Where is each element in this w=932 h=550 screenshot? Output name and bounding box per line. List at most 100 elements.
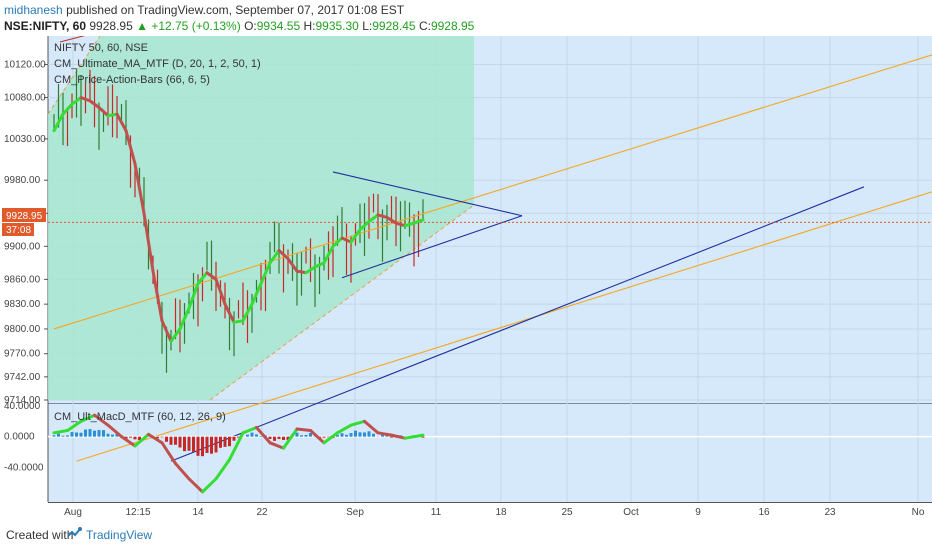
- publish-line: midhanesh published on TradingView.com, …: [4, 3, 404, 17]
- ma-segment: [142, 211, 155, 273]
- ma-segment: [259, 261, 272, 285]
- time-tick-label: 25: [561, 507, 573, 518]
- macd-histogram-bar: [322, 436, 326, 438]
- top-left-marker: [59, 36, 85, 43]
- macd-histogram-bar: [340, 433, 344, 437]
- price-tick-label: 10080.00: [4, 93, 46, 104]
- ma-segment: [160, 319, 173, 343]
- ma-segment: [232, 319, 245, 324]
- price-tick-label: 9800.00: [4, 324, 41, 335]
- tradingview-brand-link[interactable]: TradingView: [86, 528, 153, 542]
- trendline-blue-lower: [170, 186, 865, 462]
- macd-histogram-bar: [106, 433, 110, 437]
- macd-segment: [201, 477, 218, 494]
- macd-histogram-bar: [102, 430, 105, 437]
- last-price: 9928.95: [89, 19, 133, 33]
- publish-info: published on TradingView.com, September …: [66, 3, 405, 17]
- macd-histogram-bar: [219, 436, 222, 448]
- ma-segment: [70, 96, 83, 106]
- time-tick-label: Aug: [64, 507, 82, 518]
- ma-segment: [214, 277, 227, 306]
- macd-histogram-bar: [421, 436, 425, 438]
- macd-histogram-bar: [183, 436, 186, 452]
- macd-histogram-bar: [367, 431, 371, 437]
- price-tick-label: 9900.00: [4, 241, 41, 252]
- macd-histogram-bar: [223, 436, 227, 447]
- price-tick-label: 9714.00: [4, 395, 41, 406]
- ma-segment: [331, 236, 344, 248]
- close-value: 9928.95: [430, 19, 475, 33]
- macd-histogram-bar: [70, 431, 74, 437]
- time-tick-label: Oct: [623, 507, 639, 518]
- trendline-triangle-upper: [332, 171, 523, 217]
- macd-segment: [268, 441, 285, 450]
- macd-segment: [255, 425, 272, 445]
- legend-ma-indicator[interactable]: CM_Ultimate_MA_MTF (D, 20, 1, 2, 50, 1): [54, 58, 261, 70]
- macd-histogram-bar: [115, 433, 119, 437]
- legend-price-action-indicator[interactable]: CM_Price-Action-Bars (66, 6, 5): [54, 74, 210, 86]
- macd-segment: [390, 433, 407, 440]
- time-tick-label: 18: [495, 507, 507, 518]
- macd-histogram-bar: [129, 436, 132, 438]
- macd-tick-label: 40.0000: [4, 401, 41, 412]
- ma-segment: [169, 327, 182, 343]
- macd-segment: [160, 441, 177, 465]
- macd-histogram-bar: [277, 436, 281, 440]
- ma-segment: [88, 99, 101, 109]
- ma-segment: [151, 269, 164, 323]
- time-tick-label: 16: [758, 507, 770, 518]
- price-tick-label: 9980.00: [4, 175, 41, 186]
- macd-histogram-bar: [390, 436, 393, 438]
- ma-segment: [394, 221, 407, 228]
- ma-segment: [241, 302, 254, 323]
- macd-histogram-bar: [187, 436, 191, 451]
- chart-area[interactable]: 10120.0010080.0010030.009980.009940.0099…: [0, 36, 932, 520]
- author-link[interactable]: midhanesh: [4, 3, 63, 17]
- macd-histogram-bar: [250, 432, 254, 437]
- ma-segment: [268, 248, 281, 265]
- macd-histogram-bar: [282, 436, 285, 440]
- macd-histogram-bar: [300, 435, 303, 437]
- ma-segment: [97, 105, 110, 118]
- trendline-triangle-lower: [341, 215, 523, 279]
- ma-segment: [385, 215, 398, 225]
- macd-histogram-bar: [79, 432, 83, 437]
- ma-segment: [61, 102, 74, 116]
- macd-histogram-bar: [52, 435, 56, 437]
- footer: Created with TradingView: [0, 520, 932, 550]
- ma-segment: [205, 271, 218, 281]
- macd-segment: [79, 413, 96, 423]
- macd-histogram-bar: [286, 436, 290, 440]
- macd-segment: [376, 431, 393, 437]
- price-tick-label: 9860.00: [4, 274, 41, 285]
- time-tick-label: Sep: [346, 507, 364, 518]
- close-label: C:: [418, 19, 431, 33]
- macd-histogram-bar: [304, 434, 308, 437]
- macd-segment: [106, 423, 123, 439]
- macd-histogram-bar: [192, 436, 195, 452]
- channel-edge-lower: [209, 204, 475, 401]
- time-tick-label: No: [912, 507, 925, 518]
- macd-histogram-bar: [205, 436, 209, 453]
- open-value: 9934.55: [256, 19, 301, 33]
- legend-macd-indicator[interactable]: CM_Ult_MacD_MTF (60, 12, 26, 9): [54, 411, 226, 423]
- high-value: 9935.30: [315, 19, 359, 33]
- ma-segment: [223, 302, 236, 324]
- macd-segment: [241, 425, 258, 435]
- time-tick-label: 22: [256, 507, 268, 518]
- macd-segment: [52, 429, 69, 435]
- legend-symbol[interactable]: NIFTY 50, 60, NSE: [54, 42, 148, 54]
- macd-histogram-bar: [259, 436, 263, 437]
- created-with-label: Created with: [6, 528, 74, 542]
- macd-histogram-bar: [111, 434, 114, 437]
- symbol-label[interactable]: NSE:NIFTY, 60: [4, 19, 87, 33]
- ma-segment: [178, 306, 191, 331]
- ma-segment: [133, 162, 146, 215]
- change-value: ▲ +12.75 (+0.13%): [136, 19, 241, 33]
- macd-histogram-bar: [246, 434, 249, 437]
- macd-segment: [120, 435, 137, 448]
- macd-histogram-bar: [214, 436, 218, 453]
- macd-segment: [66, 419, 83, 433]
- ma-segment: [340, 236, 353, 244]
- macd-histogram-bar: [372, 433, 375, 437]
